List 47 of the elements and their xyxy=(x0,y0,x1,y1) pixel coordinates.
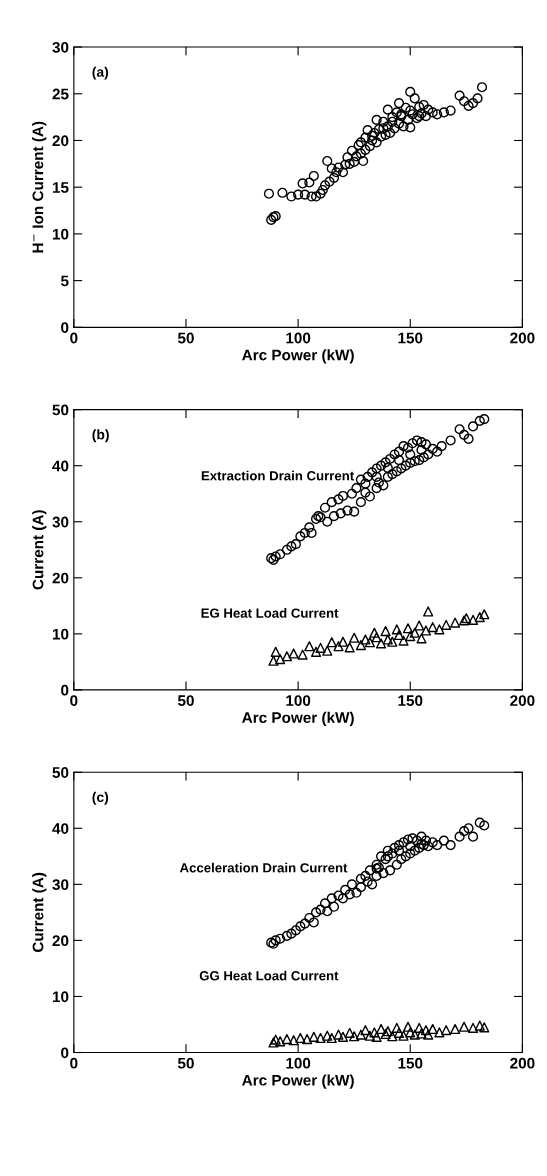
annotation: GG Heat Load Current xyxy=(199,970,339,981)
y-tick-label: 50 xyxy=(52,404,69,416)
y-tick-label: 0 xyxy=(61,684,69,696)
y-axis-title: Current (A) xyxy=(32,872,47,953)
x-tick-label: 0 xyxy=(70,1057,78,1069)
x-tick-label: 100 xyxy=(286,332,311,344)
y-axis-title: H$^{−}$ Ion Current (A) xyxy=(32,121,47,253)
x-tick-label: 150 xyxy=(398,332,423,344)
y-tick-label: 10 xyxy=(52,628,69,640)
y-tick-label: 0 xyxy=(61,1047,69,1059)
x-tick-label: 100 xyxy=(286,1057,311,1069)
y-tick-label: 15 xyxy=(52,182,69,193)
x-tick-label: 0 xyxy=(70,332,78,344)
y-tick-label: 40 xyxy=(52,460,69,472)
x-tick-label: 0 xyxy=(70,695,78,706)
x-axis-title: Arc Power (kW) xyxy=(242,349,354,364)
annotation: Acceleration Drain Current xyxy=(179,862,348,873)
x-tick-label: 200 xyxy=(510,695,535,706)
y-axis-title: Current (A) xyxy=(32,510,47,590)
annotation: (b) xyxy=(92,429,109,443)
y-tick-label: 30 xyxy=(52,516,69,528)
annotation: (a) xyxy=(92,66,109,80)
y-tick-label: 50 xyxy=(52,767,69,778)
x-tick-label: 50 xyxy=(177,332,194,344)
y-tick-label: 10 xyxy=(52,228,69,240)
x-tick-label: 150 xyxy=(398,1057,423,1069)
y-tick-label: 30 xyxy=(52,41,69,53)
y-tick-label: 25 xyxy=(52,88,69,100)
y-tick-label: 40 xyxy=(52,823,69,834)
annotation: Extraction Drain Current xyxy=(201,470,355,481)
y-tick-label: 20 xyxy=(52,135,69,147)
y-tick-label: 20 xyxy=(52,572,69,584)
y-tick-label: 10 xyxy=(52,991,69,1003)
y-tick-label: 5 xyxy=(60,275,69,287)
x-tick-label: 50 xyxy=(177,1057,194,1069)
x-tick-label: 200 xyxy=(510,1057,535,1069)
x-tick-label: 100 xyxy=(286,695,311,706)
x-axis-title: Arc Power (kW) xyxy=(242,711,354,727)
y-tick-label: 0 xyxy=(61,322,69,334)
x-tick-label: 200 xyxy=(510,332,535,344)
x-tick-label: 50 xyxy=(177,695,194,706)
y-tick-label: 30 xyxy=(52,879,69,891)
y-tick-label: 20 xyxy=(52,935,69,947)
x-tick-label: 150 xyxy=(398,695,423,706)
x-axis-title: Arc Power (kW) xyxy=(242,1074,354,1089)
annotation: (c) xyxy=(92,791,109,805)
annotation: EG Heat Load Current xyxy=(201,608,339,618)
